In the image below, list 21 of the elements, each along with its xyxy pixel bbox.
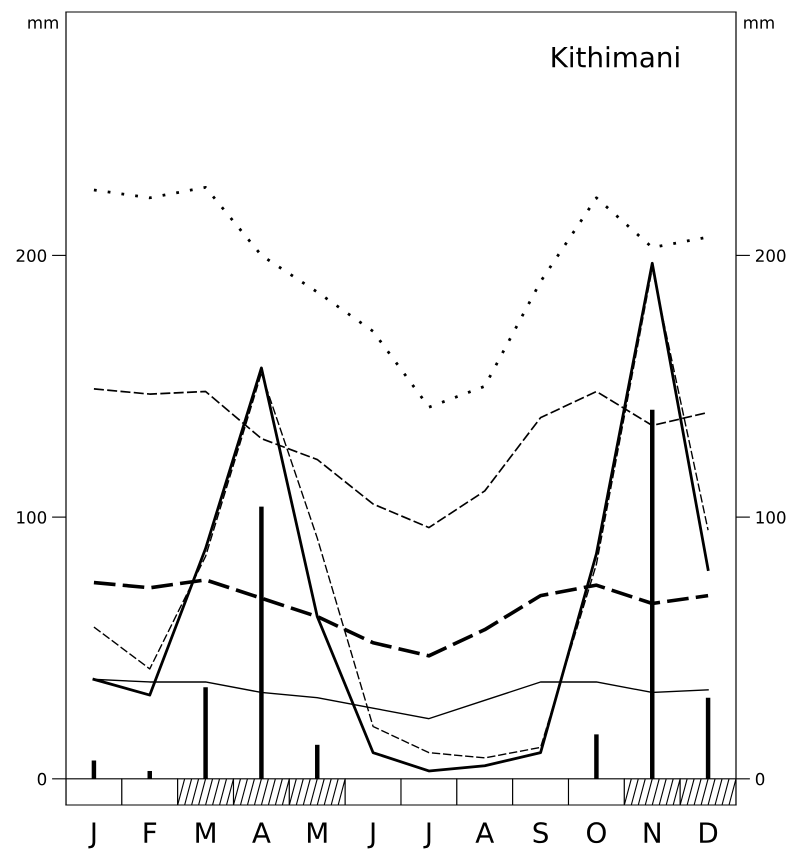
y-tick-label: 100 bbox=[17, 511, 46, 524]
x-tick-label: M bbox=[196, 822, 215, 843]
x-tick-label: J bbox=[88, 822, 96, 848]
x-tick-label: J bbox=[368, 822, 374, 848]
x-tick-label: M bbox=[308, 822, 327, 843]
x-tick-label: O bbox=[587, 822, 606, 844]
x-tick-label: A bbox=[475, 822, 494, 843]
y2-axis-title: mm bbox=[744, 19, 774, 29]
y-tick-label: 0 bbox=[38, 772, 46, 786]
x-tick-label: N bbox=[644, 822, 660, 843]
x-tick-label: D bbox=[700, 822, 718, 843]
y2-tick-label: 100 bbox=[756, 511, 786, 524]
y2-tick-label: 200 bbox=[756, 249, 786, 262]
y-axis-title: mm bbox=[28, 19, 58, 29]
y2-tick-label: 0 bbox=[756, 772, 764, 786]
x-tick-label: F bbox=[144, 822, 156, 843]
y-tick-label: 200 bbox=[16, 249, 46, 262]
x-tick-label: J bbox=[423, 822, 430, 848]
x-tick-label: S bbox=[534, 822, 548, 844]
x-tick-label: A bbox=[252, 822, 271, 843]
text: Kithimani bbox=[552, 46, 679, 68]
